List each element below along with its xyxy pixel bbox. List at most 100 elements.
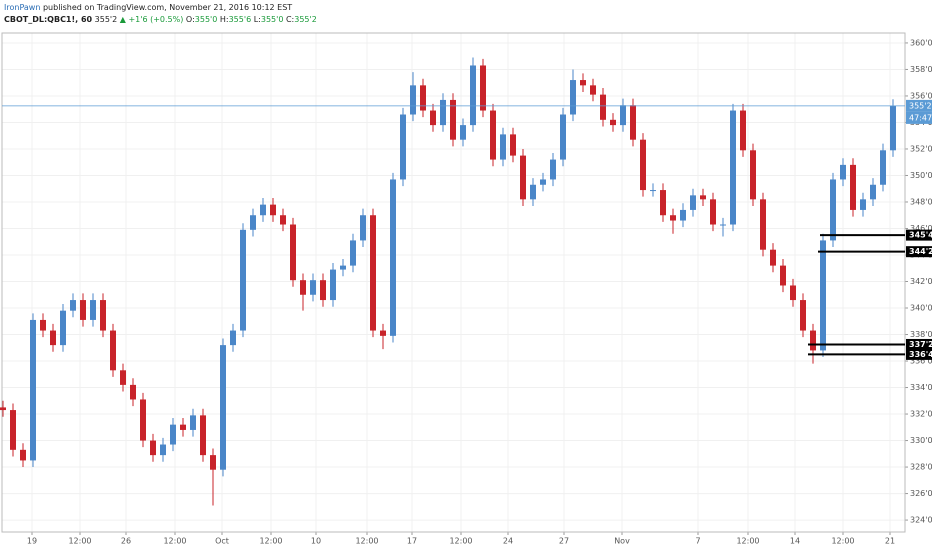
candle-body — [670, 215, 676, 221]
candle-body — [470, 65, 476, 126]
x-tick-label: Oct — [215, 537, 229, 546]
ohlc-key: O: — [185, 15, 195, 24]
author[interactable]: IronPawn — [4, 3, 41, 12]
candle-body — [550, 159, 556, 180]
candle-body — [220, 345, 226, 470]
y-tick-label: 328'0 — [910, 463, 932, 472]
candle-body — [880, 150, 886, 185]
candle-body — [130, 384, 136, 400]
candle-body — [850, 164, 856, 210]
y-tick-label: 356'0 — [910, 91, 932, 100]
ohlc-value: 355'0 — [194, 15, 218, 24]
x-tick-label: Nov — [614, 537, 630, 546]
ohlc-key: L: — [253, 15, 261, 24]
candle-body — [190, 415, 196, 430]
candle-body — [300, 280, 306, 295]
candle-body — [710, 199, 716, 225]
last-price-box — [906, 99, 932, 112]
candle-body — [520, 155, 526, 200]
candle-body — [90, 300, 96, 320]
candle-body — [210, 455, 216, 470]
candle-body — [340, 265, 346, 270]
candle-body — [370, 215, 376, 331]
header: IronPawn published on TradingView.com, N… — [4, 2, 317, 26]
candle-body — [570, 80, 576, 115]
candle-body — [530, 184, 536, 200]
candle-body — [460, 125, 466, 140]
candle-body — [180, 424, 186, 430]
candle-body — [610, 119, 616, 126]
x-tick-label: 12:00 — [259, 537, 282, 546]
y-tick-label: 332'0 — [910, 410, 932, 419]
candle-body — [200, 415, 206, 456]
candle-body — [60, 310, 66, 346]
candle-body — [760, 199, 766, 250]
candle-body — [150, 440, 156, 456]
candle-body — [430, 110, 436, 126]
candle-body — [640, 139, 646, 191]
candle-body — [380, 330, 386, 336]
y-tick-label: 324'0 — [910, 516, 932, 525]
y-tick-label: 340'0 — [910, 304, 932, 313]
candle-body — [420, 85, 426, 111]
candle-body — [500, 134, 506, 160]
candle-body — [720, 224, 726, 226]
candle-body — [840, 164, 846, 180]
candle-body — [790, 285, 796, 301]
candle-body — [890, 105, 896, 151]
candle-body — [580, 80, 586, 86]
x-tick-label: 12:00 — [831, 537, 854, 546]
x-tick-label: 14 — [790, 537, 800, 546]
candle-body — [660, 190, 666, 216]
candle-body — [600, 94, 606, 120]
level-box — [906, 229, 932, 241]
candle-body — [820, 240, 826, 351]
candle-body — [400, 114, 406, 180]
y-tick-label: 346'0 — [910, 224, 932, 233]
candle-body — [290, 224, 296, 281]
ohlc-key: H: — [219, 15, 229, 24]
candle-body — [20, 449, 26, 461]
level-label: 336'4 — [909, 350, 932, 359]
candle-body — [650, 190, 656, 192]
y-tick-label: 348'0 — [910, 197, 932, 206]
candle-body — [560, 114, 566, 160]
y-tick-label: 360'0 — [910, 38, 932, 47]
level-label: 344'2 — [909, 247, 932, 256]
level-box — [906, 338, 932, 350]
candle-body — [160, 444, 166, 456]
candle-body — [630, 105, 636, 140]
x-tick-label: 27 — [559, 537, 569, 546]
ohlc-key: C: — [285, 15, 295, 24]
plot-frame — [1, 32, 906, 533]
candle-body — [140, 399, 146, 441]
candle-body — [10, 410, 16, 450]
candle-body — [310, 280, 316, 295]
candle-body — [480, 65, 486, 111]
candle-body — [120, 370, 126, 385]
y-tick-label: 358'0 — [910, 65, 932, 74]
countdown: 47:47 — [909, 113, 932, 122]
candle-body — [270, 204, 276, 216]
quote-line: CBOT_DL:QBC1!, 60 355'2 ▲ +1'6 (+0.5%) O… — [4, 14, 317, 26]
x-tick-label: 19 — [27, 537, 37, 546]
x-tick-label: 7 — [695, 537, 700, 546]
candle-body — [490, 110, 496, 160]
candle-body — [70, 300, 76, 311]
y-tick-label: 326'0 — [910, 489, 932, 498]
x-tick-label: 17 — [407, 537, 417, 546]
y-tick-label: 350'0 — [910, 171, 932, 180]
level-box — [906, 348, 932, 360]
candle-body — [0, 407, 6, 411]
candle-body — [620, 105, 626, 126]
publish-line: IronPawn published on TradingView.com, N… — [4, 2, 317, 14]
symbol: CBOT_DL:QBC1!, 60 — [4, 15, 93, 24]
candle-body — [690, 195, 696, 210]
y-tick-label: 338'0 — [910, 330, 932, 339]
candle-body — [40, 319, 46, 331]
y-tick-label: 330'0 — [910, 436, 932, 445]
candle-body — [50, 330, 56, 346]
candle-body — [830, 179, 836, 241]
